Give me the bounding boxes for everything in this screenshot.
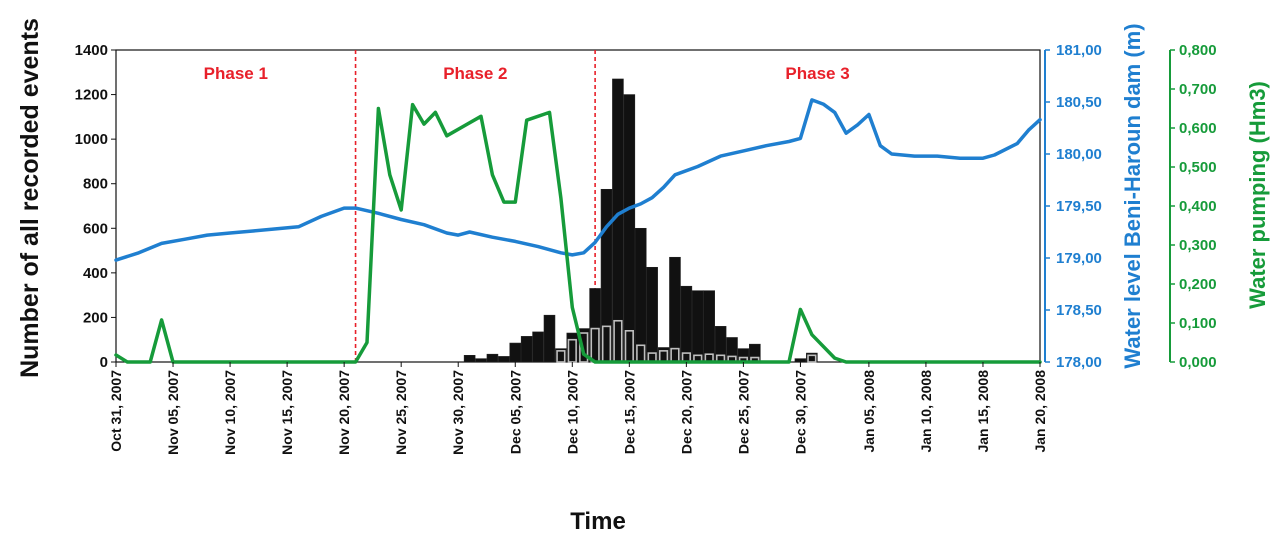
bar	[475, 358, 487, 363]
bar	[703, 290, 715, 363]
bar	[692, 290, 704, 363]
bar	[669, 256, 681, 363]
x-tick-label: Nov 20, 2007	[336, 370, 352, 455]
y-left-tick-label: 1400	[75, 42, 108, 59]
bar	[520, 336, 533, 363]
x-tick-label: Dec 20, 2007	[678, 370, 694, 454]
x-tick-label: Nov 25, 2007	[393, 370, 409, 455]
y-axis-right-1-title: Water level Beni-Haroun dam (m)	[1120, 23, 1145, 368]
y-right-1-tick-label: 179,00	[1056, 250, 1102, 267]
x-tick-label: Nov 15, 2007	[279, 370, 295, 455]
bar-series-layer	[463, 78, 818, 363]
bar	[498, 356, 510, 363]
bar	[509, 342, 522, 363]
y-right-2-tick-label: 0,800	[1179, 42, 1217, 59]
y-right-2-tick-label: 0,400	[1179, 198, 1217, 215]
y-right-2-tick-label: 0,300	[1179, 237, 1217, 254]
water-level-line	[114, 98, 1042, 262]
x-tick-label: Oct 31, 2007	[108, 370, 124, 452]
y-right-2-tick-label: 0,600	[1179, 120, 1217, 137]
y-right-1-tick-label: 178,50	[1056, 302, 1102, 319]
x-tick-label: Jan 15, 2008	[975, 370, 991, 453]
x-tick-label: Jan 10, 2008	[918, 370, 934, 453]
bar	[646, 266, 658, 363]
phase-label: Phase 1	[204, 64, 268, 83]
line-series-layer	[114, 98, 1042, 364]
bar-secondary	[579, 332, 589, 363]
bar	[486, 353, 499, 363]
y-left-tick-label: 200	[83, 309, 108, 326]
x-tick-label: Dec 30, 2007	[792, 370, 808, 454]
bar	[463, 355, 476, 363]
bar	[794, 358, 807, 363]
x-tick-label: Nov 05, 2007	[165, 370, 181, 455]
phase-label: Phase 3	[785, 64, 849, 83]
bar	[543, 314, 556, 363]
phase-label: Phase 2	[443, 64, 507, 83]
y-right-1-tick-label: 181,00	[1056, 42, 1102, 59]
x-tick-label: Dec 05, 2007	[507, 370, 523, 454]
axes-layer: 0 200 400 600 800 1000 1200 1400 178,00 178,50 179…	[75, 42, 1217, 455]
bar-secondary	[807, 354, 817, 363]
bar-secondary	[556, 350, 566, 363]
y-left-tick-label: 1000	[75, 131, 108, 148]
x-tick-label: Nov 10, 2007	[222, 370, 238, 455]
x-tick-label: Dec 15, 2007	[621, 370, 637, 454]
bar	[634, 227, 647, 363]
plot-frame	[115, 49, 1041, 363]
x-tick-label: Dec 25, 2007	[735, 370, 751, 454]
water-pumping-line	[114, 102, 1042, 364]
y-right-2-tick-label: 0,100	[1179, 315, 1217, 332]
y-axis-left-title: Number of all recorded events	[16, 18, 44, 378]
x-tick-label: Nov 30, 2007	[450, 370, 466, 455]
y-axis-right-2-title: Water pumping (Hm3)	[1245, 81, 1270, 309]
x-tick-label: Jan 05, 2008	[861, 370, 877, 453]
y-right-2-tick-label: 0,200	[1179, 276, 1217, 293]
bar	[680, 285, 693, 363]
y-left-tick-label: 0	[100, 354, 108, 371]
x-axis-title: Time	[570, 508, 626, 535]
y-right-1-tick-label: 180,50	[1056, 94, 1102, 111]
y-left-tick-label: 800	[83, 176, 108, 193]
x-tick-label: Jan 20, 2008	[1032, 370, 1048, 453]
plot-area: Phase 1 Phase 2 Phase 3	[115, 49, 1041, 363]
x-tick-label: Dec 10, 2007	[564, 370, 580, 454]
y-right-2-tick-label: 0,700	[1179, 81, 1217, 98]
y-right-1-tick-label: 179,50	[1056, 198, 1102, 215]
y-left-tick-label: 400	[83, 265, 108, 282]
y-right-1-tick-label: 180,00	[1056, 146, 1102, 163]
bar	[532, 331, 544, 363]
y-right-1-tick-label: 178,00	[1056, 354, 1102, 371]
y-right-2-tick-label: 0,500	[1179, 159, 1217, 176]
bar	[623, 94, 636, 363]
y-left-tick-label: 600	[83, 220, 108, 237]
y-right-2-tick-label: 0,000	[1179, 354, 1217, 371]
y-left-tick-label: 1200	[75, 87, 108, 104]
